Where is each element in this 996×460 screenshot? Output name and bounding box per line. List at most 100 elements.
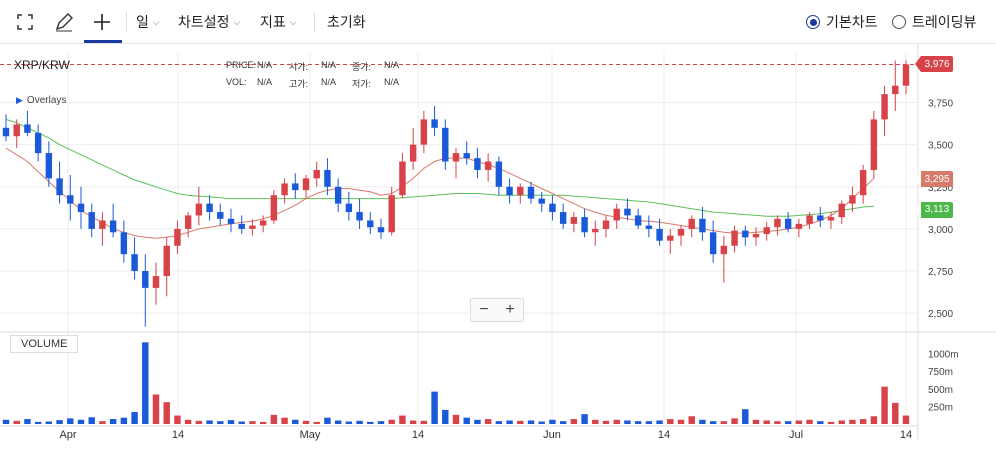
volume-bar (88, 417, 95, 424)
candle-body (109, 220, 117, 233)
active-tool-indicator (84, 40, 122, 43)
candle (881, 85, 888, 137)
info-low-value: N/A (384, 77, 400, 87)
candle-body (302, 178, 310, 191)
zoom-out-button[interactable]: − (479, 301, 489, 318)
candle (624, 198, 631, 221)
candle (742, 225, 749, 246)
volume-bar (120, 417, 128, 424)
candle (474, 148, 481, 179)
volume-bar (334, 420, 342, 424)
price-tick-label: 3,500 (928, 141, 953, 152)
candle (795, 218, 803, 238)
volume-bar (795, 420, 803, 424)
candle-body (431, 119, 438, 128)
volume-bar (720, 421, 728, 424)
candle (463, 141, 470, 165)
candle-body (313, 169, 320, 179)
candle-body (420, 119, 428, 145)
volume-tick-label: 250m (928, 402, 953, 413)
volume-bar (538, 421, 545, 424)
candle-body (56, 178, 63, 196)
candle (517, 183, 524, 204)
zoom-in-button[interactable]: + (505, 301, 515, 318)
candle-body (849, 195, 856, 204)
volume-bar (259, 421, 267, 424)
candle-body (388, 195, 395, 233)
indicators-label: 지표 (260, 14, 286, 30)
candle (420, 110, 428, 154)
volume-bar (238, 421, 245, 424)
fullscreen-icon[interactable] (16, 0, 34, 44)
volume-bar (709, 421, 717, 424)
price-chart[interactable]: 3,750 3,500 3,250 3,000 2,750 2,500 1000m 750m 5… (0, 44, 996, 460)
reset-button[interactable]: 초기화 (327, 0, 366, 44)
volume-bar (452, 414, 460, 424)
candle (613, 203, 620, 229)
volume-bar (34, 421, 42, 424)
info-low-label: 저가: (352, 79, 372, 89)
candle (549, 195, 556, 221)
candle-body (484, 161, 492, 170)
chart-settings-dropdown[interactable]: 차트설정 ⌵ (178, 0, 240, 44)
candle (431, 105, 438, 137)
radio-selected-icon (806, 15, 820, 29)
candle (409, 127, 417, 170)
candle-body (270, 195, 278, 221)
candle (302, 174, 310, 199)
volume-bar (142, 342, 149, 424)
volume-tick-label: 750m (928, 367, 953, 378)
volume-bar (345, 421, 353, 424)
candle-body (817, 215, 824, 221)
indicators-dropdown[interactable]: 지표 ⌵ (260, 0, 297, 44)
volume-bar (624, 420, 631, 424)
candle (656, 218, 663, 246)
candle-body (356, 212, 363, 221)
candle (334, 178, 342, 213)
interval-label: 일 (136, 14, 149, 30)
candle (484, 153, 492, 182)
volume-bar (356, 420, 363, 424)
candle-body (345, 203, 353, 213)
volume-bar (281, 417, 288, 424)
volume-tick-label: 1000m (928, 350, 959, 361)
volume-bar (634, 421, 642, 424)
candle (227, 208, 235, 233)
candle-body (409, 144, 417, 162)
time-tick-label: 14 (412, 429, 424, 441)
candle (592, 220, 599, 246)
draw-pencil-icon[interactable] (54, 0, 74, 44)
candle-body (463, 153, 470, 159)
candle (720, 235, 728, 283)
candle (2, 114, 10, 142)
triangle-right-icon: ▶ (16, 95, 23, 105)
candle-body (592, 228, 599, 233)
candle-body (709, 232, 717, 255)
crosshair-icon[interactable] (92, 0, 112, 44)
volume-bar (549, 419, 556, 424)
basic-chart-radio[interactable]: 기본차트 (806, 0, 878, 44)
volume-bar (463, 417, 470, 424)
candle (67, 174, 74, 221)
volume-bar (527, 420, 535, 424)
chevron-down-icon: ⌵ (233, 16, 241, 27)
candle (152, 262, 160, 305)
candle (13, 119, 20, 149)
interval-dropdown[interactable]: 일 ⌵ (136, 0, 160, 44)
volume-bar (688, 416, 695, 424)
trading-view-radio[interactable]: 트레이딩뷰 (892, 0, 976, 44)
candle (377, 218, 385, 240)
overlays-toggle[interactable]: ▶ Overlays (16, 95, 66, 106)
volume-bar (206, 420, 213, 424)
candle-body (13, 124, 20, 137)
candle (699, 207, 706, 241)
volume-bar (163, 402, 170, 424)
candle (388, 186, 395, 236)
volume-bar (859, 419, 867, 424)
volume-bar (324, 417, 331, 424)
candle (817, 207, 824, 228)
candle (752, 227, 760, 246)
volume-bar (656, 420, 663, 424)
candle-body (774, 218, 781, 228)
volume-bar (109, 419, 117, 424)
